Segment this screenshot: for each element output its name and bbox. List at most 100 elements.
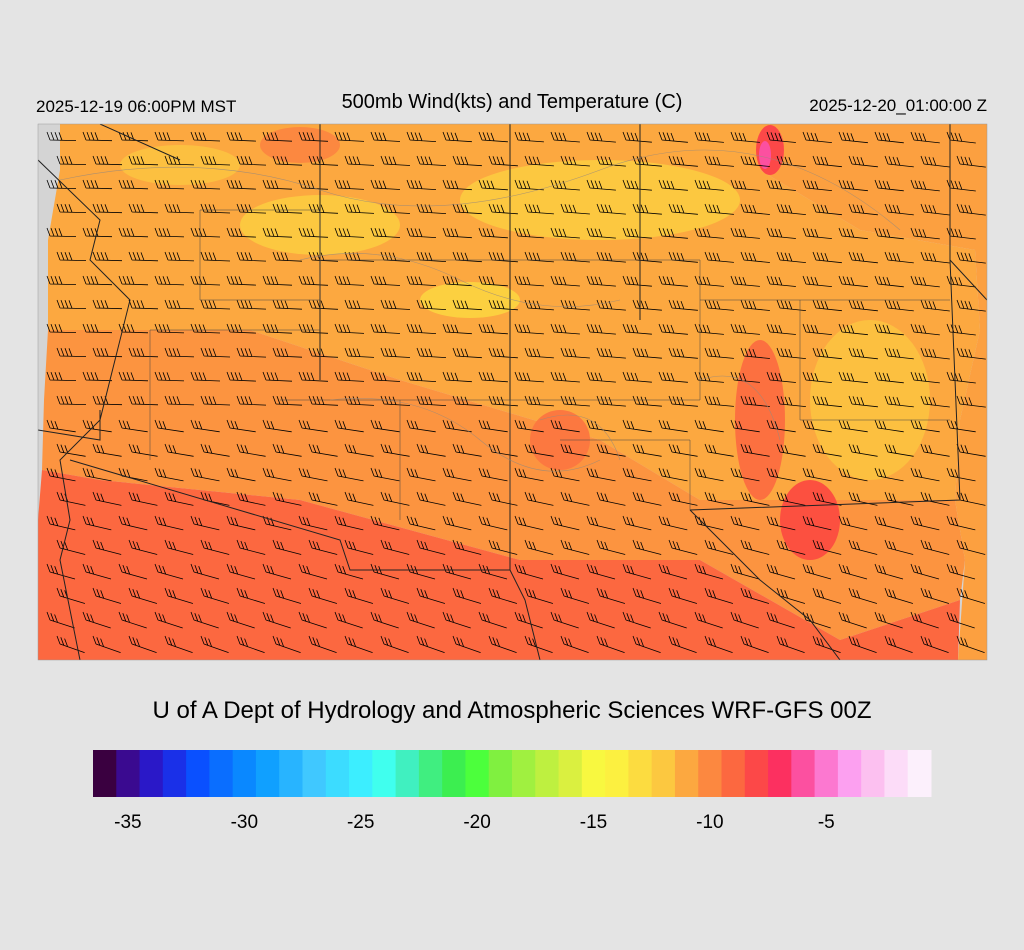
wind-barb	[370, 467, 400, 482]
wind-barb	[920, 539, 950, 555]
wind-barb	[154, 371, 185, 382]
wind-barb	[946, 467, 976, 482]
wind-barb	[740, 587, 770, 604]
wind-barb	[334, 611, 363, 629]
wind-barb	[488, 155, 518, 167]
wind-barb	[190, 227, 221, 238]
wind-barb	[946, 179, 976, 192]
wind-barb	[406, 419, 436, 433]
wind-barb	[730, 563, 760, 580]
wind-barb	[478, 323, 508, 335]
wind-barb	[514, 179, 544, 191]
wind-barb	[164, 203, 195, 214]
wind-barb	[406, 275, 437, 286]
wind-barb	[704, 347, 734, 359]
wind-barb	[622, 467, 652, 482]
wind-barb	[694, 419, 724, 433]
temp-pocket-pink	[759, 141, 771, 169]
wind-barb	[478, 227, 508, 239]
wind-barb	[262, 275, 293, 286]
wind-barb	[874, 419, 904, 433]
wind-barb	[442, 563, 472, 580]
wind-barb	[514, 227, 544, 239]
wind-barb	[776, 491, 806, 506]
wind-barb	[884, 491, 914, 506]
wind-barb	[154, 515, 184, 531]
wind-barb	[164, 347, 195, 358]
wind-barb	[514, 467, 544, 482]
wind-barb	[56, 491, 86, 506]
wind-barb	[416, 491, 446, 506]
wind-barb	[416, 587, 446, 604]
wind-barb	[848, 155, 878, 168]
wind-barb	[946, 515, 976, 531]
wind-barb	[550, 515, 580, 531]
wind-barb	[848, 635, 877, 653]
wind-barb	[838, 371, 868, 384]
wind-barb	[766, 563, 796, 580]
wind-barb	[766, 275, 796, 287]
wind-barb	[82, 563, 112, 580]
wind-barb	[226, 131, 257, 142]
wind-barb	[334, 131, 365, 142]
colorbar-swatch	[139, 750, 164, 797]
wind-barb	[298, 467, 328, 482]
wind-barb	[596, 251, 626, 263]
model-credit: U of A Dept of Hydrology and Atmospheric…	[152, 697, 872, 724]
wind-barb	[272, 299, 303, 310]
wind-barb	[776, 299, 806, 311]
wind-barb	[910, 371, 940, 384]
wind-barb	[776, 443, 806, 457]
wind-barbs	[46, 131, 986, 653]
contour-lines	[59, 149, 901, 472]
wind-barb	[704, 155, 734, 167]
wind-barb	[344, 491, 374, 506]
wind-barb	[730, 323, 760, 335]
wind-barb	[884, 587, 914, 604]
wind-barb	[56, 395, 87, 405]
wind-barb	[128, 251, 159, 262]
wind-barb	[622, 419, 652, 433]
wind-barb	[118, 179, 149, 190]
wind-barb	[956, 299, 986, 312]
wind-barb	[802, 131, 832, 143]
wind-barb	[550, 563, 580, 580]
wind-barb	[838, 275, 868, 288]
wind-barb	[956, 203, 986, 216]
wind-barb	[272, 347, 303, 358]
wind-barb	[668, 251, 698, 263]
wind-barb	[128, 395, 159, 406]
wind-barb	[812, 443, 842, 457]
wind-barb	[848, 347, 878, 360]
colorbar-tick-label: -25	[347, 812, 374, 833]
colorbar-swatch	[302, 750, 327, 797]
wind-barb	[884, 395, 914, 408]
wind-barb	[128, 299, 159, 310]
wind-barb	[884, 539, 914, 555]
map-title: 500mb Wind(kts) and Temperature (C)	[341, 91, 683, 113]
wind-barb	[46, 179, 77, 189]
temp-region-east-edge	[760, 124, 987, 660]
wind-barb	[46, 323, 77, 333]
wind-barb	[308, 491, 338, 506]
wind-barb	[190, 419, 220, 433]
wind-barb	[262, 371, 293, 382]
wind-barb	[154, 227, 185, 238]
wind-barb	[658, 179, 688, 191]
wind-barb	[406, 371, 437, 382]
wind-barb	[776, 203, 806, 215]
wind-barb	[226, 467, 256, 482]
wind-barb	[118, 563, 148, 580]
wind-barb	[118, 611, 147, 629]
wind-barb	[190, 323, 221, 334]
wind-barb	[704, 395, 734, 407]
wind-barb	[956, 443, 986, 457]
wind-barb	[596, 635, 625, 653]
wind-barb	[46, 131, 77, 141]
wind-barb	[452, 347, 482, 359]
wind-barb	[946, 131, 976, 144]
wind-barb	[236, 443, 266, 457]
wind-barb	[632, 347, 662, 359]
wind-barb	[632, 251, 662, 263]
wind-barb	[560, 587, 590, 604]
